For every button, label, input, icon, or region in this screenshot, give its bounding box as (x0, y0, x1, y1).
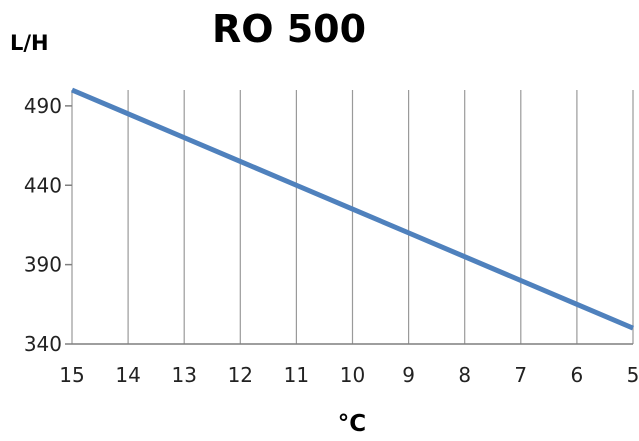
x-tick-label: 5 (627, 363, 639, 387)
x-tick-label: 14 (115, 363, 140, 387)
x-tick-label: 7 (514, 363, 527, 387)
y-tick-label: 490 (24, 94, 62, 118)
x-tick-label: 12 (228, 363, 253, 387)
x-axis-label: °C (338, 411, 366, 436)
x-tick-label: 13 (171, 363, 196, 387)
x-tick-label: 6 (571, 363, 584, 387)
y-tick-label: 340 (24, 332, 62, 356)
tick-labels: 15 14 13 12 11 10 9 8 7 6 5 340 390 440 490 (24, 94, 639, 387)
x-tick-label: 9 (402, 363, 415, 387)
axes (65, 106, 633, 344)
y-axis-label: L/H (10, 31, 49, 55)
x-tick-label: 11 (284, 363, 309, 387)
x-tick-label: 8 (458, 363, 471, 387)
y-tick-label: 440 (24, 173, 62, 197)
chart-title: RO 500 (212, 7, 366, 51)
x-tick-label: 10 (340, 363, 365, 387)
x-tick-label: 15 (59, 363, 84, 387)
y-tick-label: 390 (24, 253, 62, 277)
